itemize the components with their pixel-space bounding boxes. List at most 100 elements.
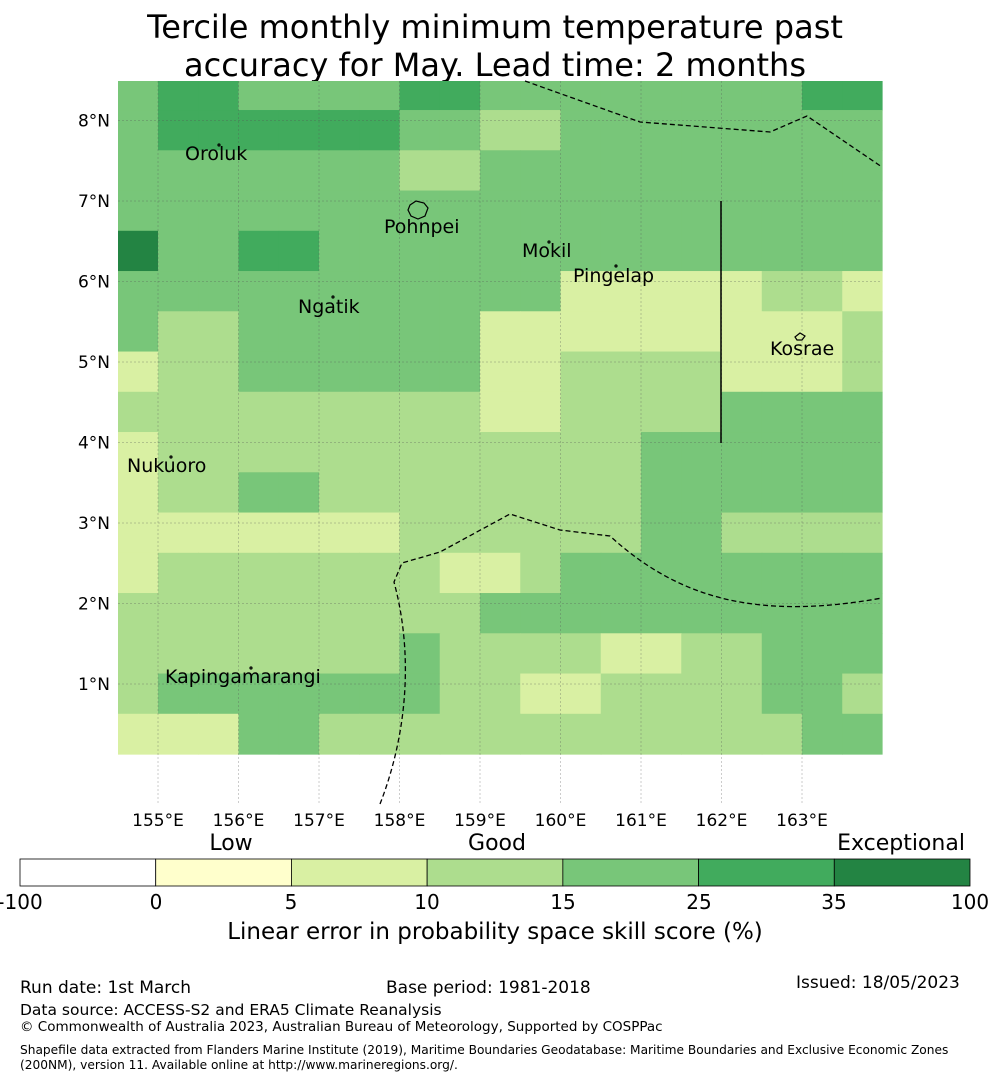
skill-cell xyxy=(842,351,883,393)
colorbar-swatch xyxy=(19,858,157,887)
skill-cell xyxy=(681,552,723,594)
skill-cell xyxy=(278,512,320,554)
skill-cell xyxy=(641,351,682,393)
skill-cell xyxy=(560,391,602,433)
skill-cell xyxy=(359,472,401,514)
skill-cell xyxy=(842,110,883,151)
skill-cell xyxy=(842,512,883,554)
pingelap-atoll xyxy=(614,264,618,268)
skill-cell xyxy=(319,713,360,755)
skill-cell xyxy=(560,432,602,473)
skill-cell xyxy=(480,432,521,473)
skill-cell xyxy=(802,633,843,675)
colorbar-tick-label: 10 xyxy=(414,890,440,914)
skill-cell xyxy=(842,593,883,634)
pohnpei-island-outline xyxy=(407,200,429,220)
skill-cell xyxy=(560,472,602,514)
skill-cell xyxy=(198,673,240,715)
data-source: Data source: ACCESS-S2 and ERA5 Climate … xyxy=(20,1001,442,1019)
skill-cell xyxy=(721,271,763,312)
eez-boundaries xyxy=(379,80,883,805)
skill-cell xyxy=(198,271,240,312)
skill-cell xyxy=(721,190,763,232)
skill-cell xyxy=(319,230,360,272)
skill-cell xyxy=(600,673,642,715)
skill-cell xyxy=(520,552,562,594)
lon-tick-label: 158°E xyxy=(374,811,426,831)
skill-cell xyxy=(761,713,803,755)
run-date: Run date: 1st March xyxy=(20,978,192,998)
skill-cell xyxy=(520,81,562,111)
skill-cell xyxy=(158,552,199,594)
skill-cell xyxy=(761,633,803,675)
skill-cell xyxy=(761,432,803,473)
colorbar-category-good: Good xyxy=(468,831,526,856)
skill-cell xyxy=(802,230,843,272)
skill-cell xyxy=(761,391,803,433)
skill-cell xyxy=(399,351,441,393)
colorbar-swatch xyxy=(833,858,971,887)
skill-cell xyxy=(480,713,521,755)
skill-cell xyxy=(118,593,159,634)
colorbar-swatch xyxy=(562,858,699,887)
skill-cell xyxy=(278,552,320,594)
skill-cell xyxy=(480,552,521,594)
place-label-ngatik: Ngatik xyxy=(298,296,360,318)
skill-cell xyxy=(439,391,481,433)
skill-cell xyxy=(278,311,320,353)
skill-cell xyxy=(480,81,521,111)
eez-boundary-south xyxy=(379,513,883,805)
skill-cell xyxy=(721,633,763,675)
colorbar-category-low: Low xyxy=(209,831,253,856)
skill-cell xyxy=(681,190,723,232)
lat-tick-label: 5°N xyxy=(78,353,110,373)
lat-tick-label: 8°N xyxy=(78,112,110,132)
skill-cell xyxy=(158,230,199,272)
lon-tick-label: 162°E xyxy=(696,811,748,831)
skill-cell xyxy=(721,391,763,433)
skill-cell xyxy=(600,633,642,675)
skill-cell xyxy=(439,633,481,675)
skill-cell xyxy=(761,512,803,554)
skill-cell xyxy=(399,713,441,755)
skill-cell xyxy=(802,190,843,232)
skill-cell xyxy=(761,311,803,353)
lon-tick-label: 160°E xyxy=(535,811,587,831)
skill-cell xyxy=(480,230,521,272)
skill-cell xyxy=(560,110,602,151)
skill-cell xyxy=(641,633,682,675)
skill-cell xyxy=(158,190,199,232)
skill-cell xyxy=(198,472,240,514)
skill-cell xyxy=(761,150,803,192)
skill-cell xyxy=(439,472,481,514)
colorbar-category-exceptional: Exceptional xyxy=(837,831,965,856)
skill-cell xyxy=(641,472,682,514)
skill-cell xyxy=(399,391,441,433)
skill-cell xyxy=(198,512,240,554)
skill-cell xyxy=(118,311,159,353)
skill-cell xyxy=(118,552,159,594)
skill-cell xyxy=(802,593,843,634)
skill-cell xyxy=(238,271,280,312)
skill-cell xyxy=(399,633,441,675)
skill-cell xyxy=(600,110,642,151)
skill-cell xyxy=(198,230,240,272)
skill-cell xyxy=(238,110,280,151)
skill-cell xyxy=(600,311,642,353)
place-label-pohnpei: Pohnpei xyxy=(384,216,460,238)
map-title-line-2: accuracy for May. Lead time: 2 months xyxy=(183,46,806,84)
skill-cell xyxy=(681,81,723,111)
skill-cell xyxy=(842,633,883,675)
skill-cell xyxy=(681,593,723,634)
skill-cell xyxy=(520,110,562,151)
skill-cell xyxy=(520,190,562,232)
map-gridlines xyxy=(118,81,882,804)
skill-cell xyxy=(319,81,360,111)
place-label-kapingamarangi: Kapingamarangi xyxy=(165,666,321,688)
skill-cell xyxy=(359,230,401,272)
skill-cell xyxy=(681,512,723,554)
skill-cell xyxy=(359,271,401,312)
skill-cell xyxy=(802,351,843,393)
skill-cell xyxy=(158,713,199,755)
skill-cell xyxy=(158,271,199,312)
